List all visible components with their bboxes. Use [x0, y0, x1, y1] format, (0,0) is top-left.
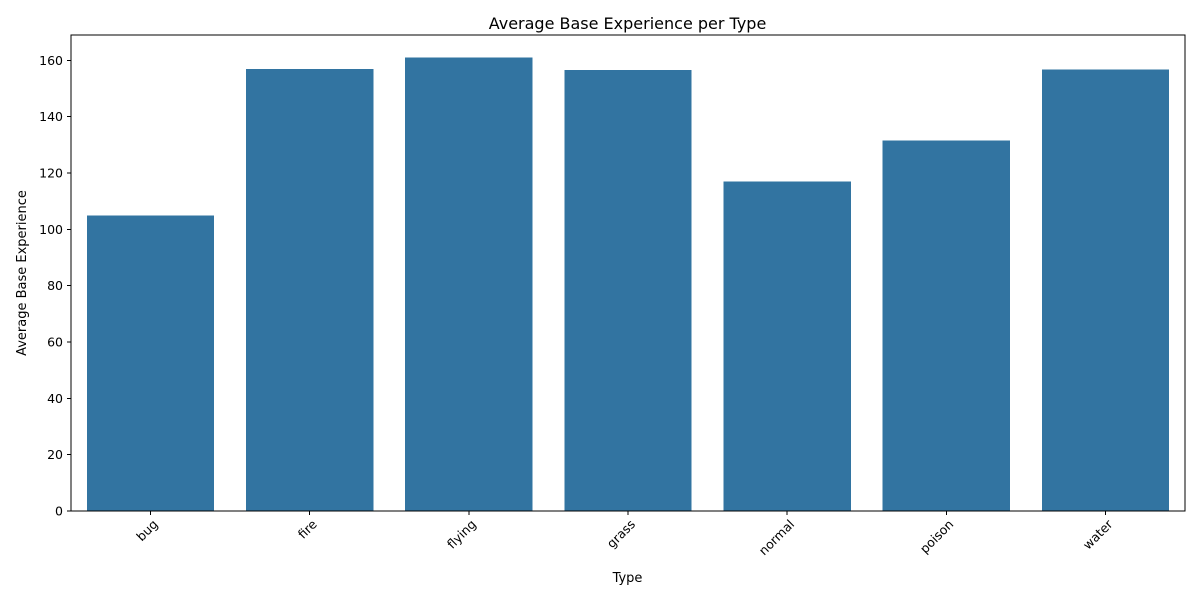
y-axis-label: Average Base Experience: [15, 190, 30, 356]
y-axis-ticks: 0 20 40 60 80 100 120 140 160: [39, 53, 71, 519]
y-tick-label: 40: [47, 391, 63, 406]
y-tick-label: 80: [47, 278, 63, 293]
y-tick-label: 160: [39, 53, 63, 68]
bar-normal: [723, 181, 851, 511]
bar-water: [1041, 69, 1170, 512]
x-axis-label: Type: [612, 571, 643, 586]
chart-title: Average Base Experience per Type: [489, 14, 767, 33]
bar-poison: [882, 140, 1010, 511]
y-tick-label: 20: [47, 447, 63, 462]
bar-fire: [246, 68, 374, 512]
bar-flying: [405, 57, 533, 511]
y-tick-label: 100: [39, 222, 63, 237]
y-tick-label: 140: [39, 109, 63, 124]
plot-frame: [70, 34, 1186, 512]
bar-grass: [564, 70, 692, 512]
y-tick-label: 60: [47, 335, 63, 350]
y-tick-label: 0: [55, 504, 63, 519]
bars-group: [86, 57, 1170, 512]
bar-bug: [86, 215, 215, 511]
y-tick-label: 120: [39, 166, 63, 181]
